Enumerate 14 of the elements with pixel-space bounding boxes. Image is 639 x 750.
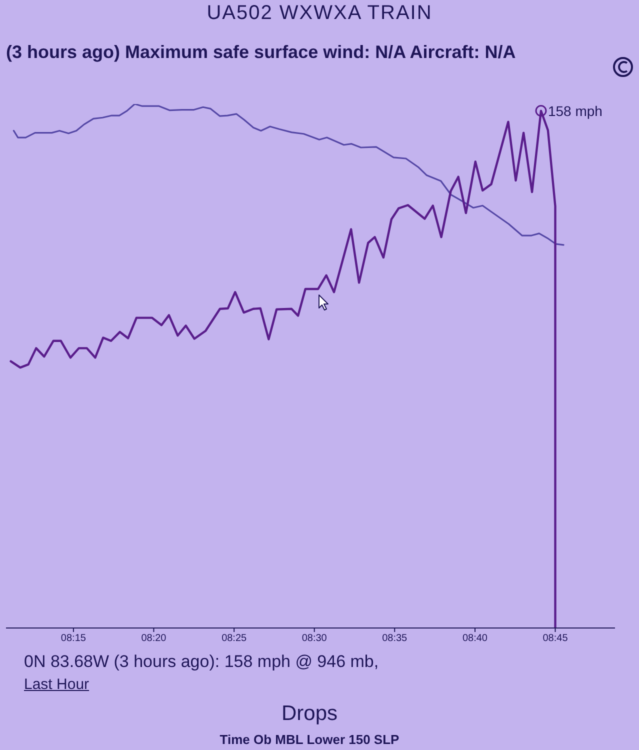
x-tick-label: 08:30: [302, 633, 328, 644]
chart-subtitle: (3 hours ago) Maximum safe surface wind: N/A Aircraft: N/A: [6, 42, 516, 63]
annotation: 158 mph: [548, 102, 602, 119]
x-tick-label: 08:35: [382, 633, 408, 644]
x-tick-label: 08:25: [222, 633, 248, 644]
x-tick-label: 08:45: [542, 633, 568, 644]
x-tick-label: 08:20: [141, 633, 167, 644]
chart-title: UA502 WXWXA TRAIN: [206, 2, 434, 25]
text: Drops: [280, 702, 339, 726]
x-tick-label: 08:15: [60, 633, 86, 644]
x-tick-label: 08:40: [462, 633, 488, 644]
text: Last Hour: [24, 676, 90, 693]
text: 0N 83.68W (3 hours ago): 158 mph @ 946 mb,: [24, 652, 379, 672]
text: Time Ob MBL Lower 150 SLP: [218, 732, 400, 747]
